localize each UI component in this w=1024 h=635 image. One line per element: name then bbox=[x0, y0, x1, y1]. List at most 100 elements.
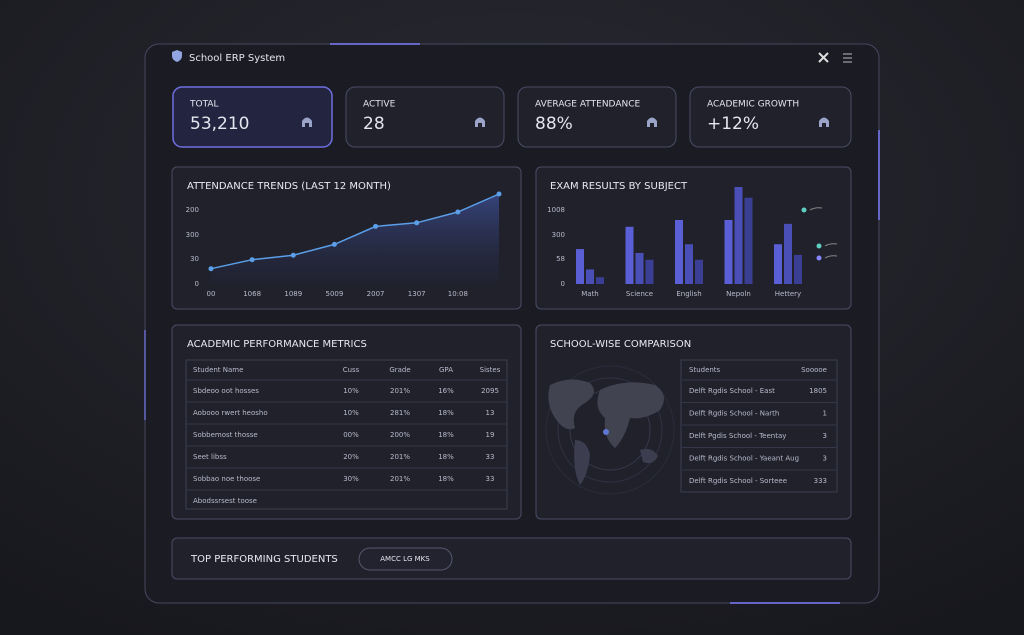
kpi-label: AVERAGE ATTENDANCE bbox=[535, 100, 640, 110]
performance-panel bbox=[171, 324, 522, 520]
table-cell: 3 bbox=[823, 432, 827, 440]
bar bbox=[635, 252, 644, 284]
footer-panel bbox=[171, 537, 852, 580]
x-tick-label: 5009 bbox=[326, 290, 344, 298]
logo bbox=[172, 50, 182, 62]
comparison-table bbox=[680, 359, 838, 493]
line-point bbox=[455, 209, 461, 215]
y-tick-label: 30 bbox=[190, 255, 199, 263]
table-cell: 3 bbox=[823, 455, 827, 463]
kpi-label: ACTIVE bbox=[363, 100, 396, 110]
line-point bbox=[331, 241, 337, 247]
table-cell: Delft Pgdis School - Teentay bbox=[689, 432, 786, 440]
x-tick-label: Hettery bbox=[775, 290, 801, 298]
world-map bbox=[545, 365, 675, 495]
table-cell: 201% bbox=[390, 453, 410, 461]
table-cell: 19 bbox=[486, 431, 495, 439]
table-cell: 10% bbox=[343, 387, 359, 395]
x-tick-label: 1307 bbox=[408, 290, 426, 298]
table-cell: 201% bbox=[390, 475, 410, 483]
bar bbox=[784, 223, 792, 284]
line-point bbox=[249, 257, 255, 263]
kpi-card bbox=[517, 86, 677, 148]
bar bbox=[744, 197, 753, 284]
footer-button[interactable] bbox=[358, 547, 453, 571]
table-cell: 30% bbox=[343, 475, 359, 483]
panel-title: EXAM RESULTS BY SUBJECT bbox=[550, 181, 688, 192]
line bbox=[210, 193, 500, 270]
table-cell: 18% bbox=[438, 409, 454, 417]
x-tick-label: 00 bbox=[207, 290, 216, 298]
kpi-icon bbox=[302, 117, 312, 127]
menu-button[interactable] bbox=[843, 53, 852, 63]
table-cell: 18% bbox=[438, 431, 454, 439]
x-tick-label: Nepoln bbox=[726, 290, 751, 298]
table-header: Student Name bbox=[193, 366, 243, 374]
y-tick-label: 200 bbox=[186, 206, 199, 214]
kpi-card bbox=[345, 86, 505, 148]
table-cell: 201% bbox=[390, 387, 410, 395]
table-header: Cuss bbox=[343, 366, 360, 374]
kpi-card bbox=[172, 86, 333, 148]
footer-button-label[interactable]: AMCC LG MKS bbox=[380, 555, 430, 563]
app-title: School ERP System bbox=[189, 53, 285, 64]
bar bbox=[774, 244, 782, 284]
bar bbox=[576, 249, 584, 284]
x-tick-label: 1068 bbox=[243, 290, 261, 298]
kpi-icon bbox=[819, 117, 829, 127]
y-tick-label: 58 bbox=[556, 255, 565, 263]
table-cell: Delft Rgdis School - East bbox=[689, 387, 775, 395]
panel-title: ACADEMIC PERFORMANCE METRICS bbox=[187, 339, 367, 350]
bar bbox=[685, 244, 693, 284]
table-cell: Seet libss bbox=[193, 453, 227, 461]
table-cell: 10% bbox=[343, 409, 359, 417]
table-cell: 1 bbox=[823, 410, 827, 418]
table-cell: Delft Rgdis School - Yaeant Aug bbox=[689, 455, 799, 463]
expand-button[interactable] bbox=[818, 52, 829, 63]
table-cell: Aobooo rwert heosho bbox=[193, 409, 268, 417]
table-cell: 00% bbox=[343, 431, 359, 439]
exam-panel bbox=[535, 166, 852, 310]
y-tick-label: 300 bbox=[186, 231, 199, 239]
kpi-value: 88% bbox=[535, 114, 573, 134]
table-header: Sooooe bbox=[801, 366, 827, 374]
table-cell: 20% bbox=[343, 453, 359, 461]
bar bbox=[794, 254, 802, 284]
x-tick-label: Math bbox=[581, 290, 599, 298]
panel-title: ATTENDANCE TRENDS (LAST 12 MONTH) bbox=[187, 181, 391, 192]
table-cell: Sobbao noe thoose bbox=[193, 475, 260, 483]
line-area bbox=[211, 194, 499, 284]
x-tick-label: 10:08 bbox=[448, 290, 468, 298]
bar bbox=[586, 269, 594, 284]
table-cell: 33 bbox=[486, 453, 495, 461]
x-tick-label: 2007 bbox=[367, 290, 385, 298]
kpi-label: ACADEMIC GROWTH bbox=[707, 100, 799, 110]
footer-title: TOP PERFORMING STUDENTS bbox=[190, 554, 338, 565]
kpi-icon bbox=[475, 117, 485, 127]
table-header: Students bbox=[689, 366, 721, 374]
kpi-value: 53,210 bbox=[190, 114, 249, 134]
line-point bbox=[373, 223, 379, 229]
table-cell: Sobbemost thosse bbox=[193, 431, 258, 439]
table-cell: 333 bbox=[814, 477, 827, 485]
bar bbox=[645, 259, 654, 284]
x-tick-label: English bbox=[676, 290, 701, 298]
table-header: Sistes bbox=[480, 366, 501, 374]
legend-decoration bbox=[801, 207, 838, 261]
kpi-card bbox=[689, 86, 852, 148]
comparison-panel bbox=[535, 324, 852, 520]
table-cell: Abodssrsest toose bbox=[193, 497, 257, 505]
kpi-value: +12% bbox=[707, 114, 759, 134]
kpi-icon bbox=[647, 117, 657, 127]
y-tick-label: 1008 bbox=[547, 206, 565, 214]
table-header: GPA bbox=[439, 366, 453, 374]
table-cell: 281% bbox=[390, 409, 410, 417]
bar bbox=[675, 219, 683, 284]
table-cell: Delft Rgdis School - Narth bbox=[689, 410, 779, 418]
bar bbox=[724, 219, 733, 284]
table-cell: 16% bbox=[438, 387, 454, 395]
table-header: Grade bbox=[389, 366, 410, 374]
table-cell: 13 bbox=[486, 409, 495, 417]
bar bbox=[596, 277, 604, 284]
